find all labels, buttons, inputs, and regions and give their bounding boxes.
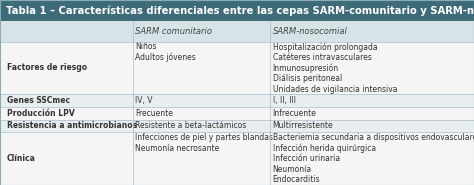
Text: Niños: Niños — [135, 42, 156, 51]
Text: Resistente a beta-lactámicos: Resistente a beta-lactámicos — [135, 122, 246, 130]
Text: Infección urinaria: Infección urinaria — [273, 154, 340, 163]
Text: Factores de riesgo: Factores de riesgo — [7, 63, 87, 73]
FancyBboxPatch shape — [0, 21, 474, 42]
Text: Infección herida quirúrgica: Infección herida quirúrgica — [273, 143, 376, 153]
Text: Hospitalización prolongada: Hospitalización prolongada — [273, 42, 377, 52]
Text: Adultos jóvenes: Adultos jóvenes — [135, 53, 196, 62]
FancyBboxPatch shape — [0, 94, 474, 107]
Text: Catéteres intravasculares: Catéteres intravasculares — [273, 53, 372, 62]
FancyBboxPatch shape — [0, 0, 474, 21]
Text: Tabla 1 – Características diferenciales entre las cepas SARM-comunitario y SARM-: Tabla 1 – Características diferenciales … — [6, 5, 474, 16]
Text: Clínica: Clínica — [7, 154, 36, 163]
FancyBboxPatch shape — [0, 107, 474, 120]
Text: SARM-nosocomial: SARM-nosocomial — [273, 27, 347, 36]
Text: Frecuente: Frecuente — [135, 109, 173, 118]
FancyBboxPatch shape — [0, 132, 474, 185]
Text: SARM comunitario: SARM comunitario — [135, 27, 212, 36]
Text: Genes SSCmec: Genes SSCmec — [7, 96, 70, 105]
FancyBboxPatch shape — [0, 120, 474, 132]
Text: Neumonía necrosante: Neumonía necrosante — [135, 144, 219, 153]
Text: I, II, III: I, II, III — [273, 96, 296, 105]
Text: IV, V: IV, V — [135, 96, 153, 105]
Text: Resistencia a antimicrobianos: Resistencia a antimicrobianos — [7, 122, 137, 130]
Text: Inmunosupresión: Inmunosupresión — [273, 63, 339, 73]
Text: Infecciones de piel y partes blandas: Infecciones de piel y partes blandas — [135, 133, 273, 142]
Text: Neumonía: Neumonía — [273, 165, 312, 174]
FancyBboxPatch shape — [0, 42, 474, 94]
Text: Diálisis peritoneal: Diálisis peritoneal — [273, 74, 342, 83]
Text: Endocarditis: Endocarditis — [273, 175, 320, 184]
Text: Bacteriemia secundaria a dispositivos endovasculares: Bacteriemia secundaria a dispositivos en… — [273, 133, 474, 142]
Text: Multirresistente: Multirresistente — [273, 122, 333, 130]
Text: Infrecuente: Infrecuente — [273, 109, 317, 118]
Text: Producción LPV: Producción LPV — [7, 109, 75, 118]
Text: Unidades de vigilancia intensiva: Unidades de vigilancia intensiva — [273, 85, 397, 94]
